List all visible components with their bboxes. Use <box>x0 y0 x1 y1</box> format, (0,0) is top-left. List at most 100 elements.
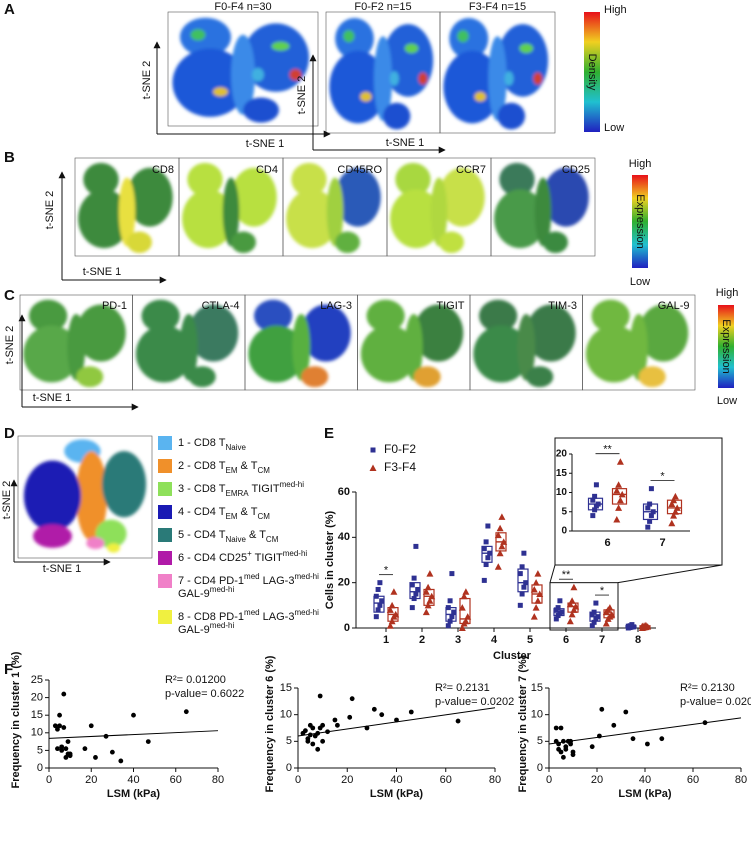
box <box>423 588 435 606</box>
point <box>55 726 60 732</box>
axis-label: t-SNE 1 <box>83 266 122 278</box>
tsne-map <box>172 17 309 123</box>
tsne-region <box>23 325 80 383</box>
point <box>671 492 679 500</box>
tsne-map <box>78 162 173 254</box>
point <box>483 562 489 568</box>
x-tick-label: 7 <box>599 634 605 646</box>
inset-y-tick-label: 10 <box>556 487 568 498</box>
box <box>611 488 628 505</box>
tsne-region <box>413 304 464 362</box>
y-axis-label: Frequency in cluster 7 (%) <box>517 655 529 792</box>
point <box>593 600 599 606</box>
x-tick-label: 40 <box>127 774 139 786</box>
y-tick-label: 20 <box>31 692 43 704</box>
tsne-region <box>543 231 568 254</box>
tsne-region <box>526 304 576 362</box>
marker-label: TIGIT <box>436 300 464 312</box>
tsne-region <box>390 189 443 249</box>
box <box>409 582 421 600</box>
point <box>496 549 504 557</box>
point <box>364 725 370 731</box>
point <box>447 598 453 604</box>
x-tick-label: 20 <box>591 774 603 786</box>
point <box>426 597 434 604</box>
tsne-region <box>404 314 423 381</box>
annotation: p-value= 0.0202 <box>435 696 514 708</box>
tsne-region <box>439 231 464 254</box>
point <box>568 741 573 747</box>
tsne-map <box>329 18 434 130</box>
tsne-region <box>494 189 547 249</box>
tsne-region <box>335 231 360 254</box>
significance: * <box>384 565 389 577</box>
point <box>532 579 540 586</box>
legend-label: F0-F2 <box>384 442 416 456</box>
tsne-spot <box>252 67 264 82</box>
tsne-spot <box>190 29 206 41</box>
point <box>648 513 654 519</box>
tsne-region <box>366 299 405 333</box>
point <box>57 712 62 718</box>
point <box>591 619 597 625</box>
panel-letter: E <box>324 425 334 442</box>
legend-label: 4 - CD4 TEM & TCM <box>178 506 270 521</box>
point <box>616 496 624 504</box>
panel-letter: A <box>4 1 15 18</box>
tsne-region <box>78 189 131 249</box>
tsne-region <box>629 314 648 381</box>
point <box>615 481 623 488</box>
point <box>349 696 355 702</box>
axis-label: t-SNE 1 <box>33 392 72 404</box>
point <box>325 729 330 735</box>
box <box>481 545 493 563</box>
point <box>589 623 595 629</box>
tsne-region <box>439 167 485 227</box>
tsne-spot <box>389 71 399 86</box>
point <box>332 717 338 723</box>
y-tick-label: 0 <box>537 762 543 774</box>
legend-text: & T <box>246 529 266 541</box>
point <box>630 736 636 742</box>
point <box>613 487 621 494</box>
legend-text: 8 - CD8 PD-1 <box>178 611 244 623</box>
point <box>67 751 73 757</box>
axis-label: t-SNE 2 <box>141 61 153 100</box>
legend-text: med-hi <box>294 608 319 617</box>
legend-swatch <box>158 528 172 542</box>
point <box>555 605 561 611</box>
tsne-region <box>187 162 223 197</box>
annotation: p-value= 0.0202 <box>680 696 751 708</box>
point <box>57 723 62 729</box>
legend-text: med <box>244 572 260 581</box>
legend-text: Naive <box>225 535 246 544</box>
tsne-region <box>430 177 448 247</box>
x-tick-label: 6 <box>563 634 569 646</box>
panel-letter: F <box>4 661 13 678</box>
tsne-region <box>286 189 339 249</box>
marker-label: CD4 <box>256 164 278 176</box>
point <box>409 605 415 611</box>
point <box>377 580 383 586</box>
tsne-region <box>479 299 518 333</box>
point <box>668 519 676 527</box>
point <box>558 749 564 755</box>
tsne-spot <box>360 91 372 102</box>
box <box>459 597 471 625</box>
x-tick-label: 80 <box>735 774 747 786</box>
marker-label: CD25 <box>562 164 590 176</box>
legend-text: EMRA <box>225 489 249 498</box>
y-tick-label: 5 <box>537 735 543 747</box>
colorbar-low: Low <box>630 276 650 288</box>
tsne-region <box>292 314 311 381</box>
point <box>568 610 576 618</box>
point <box>462 617 470 625</box>
tsne-region <box>591 299 630 333</box>
y-tick-label: 5 <box>286 735 292 747</box>
point <box>409 582 415 588</box>
significance: * <box>660 471 665 483</box>
tsne-region <box>534 177 552 247</box>
axis-label: t-SNE 1 <box>246 138 285 150</box>
legend-text: LAG-3 <box>260 575 295 587</box>
point <box>455 718 461 724</box>
